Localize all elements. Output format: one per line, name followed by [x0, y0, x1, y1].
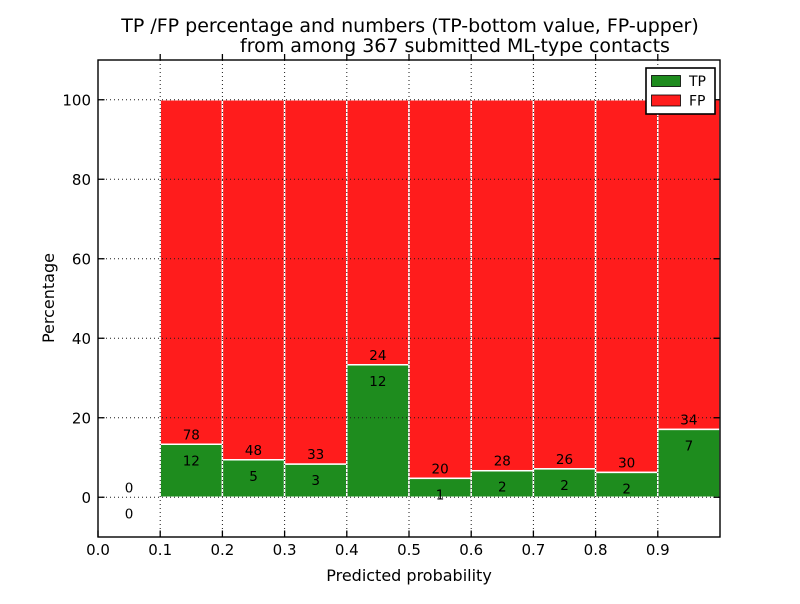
bar-fp-segment [283, 99, 348, 465]
bar-fp-segment [470, 99, 535, 472]
fp-count-label: 34 [680, 412, 697, 428]
bar-fp-segment [594, 99, 659, 474]
x-tick-label: 0.4 [335, 541, 359, 559]
fp-count-label: 0 [125, 480, 134, 496]
bar-tp-segment [532, 468, 597, 498]
x-tick-label: 0.9 [646, 541, 670, 559]
bar-tp-segment [221, 459, 286, 498]
legend-swatch-fp-icon [651, 94, 681, 107]
x-tick-label: 0.8 [584, 541, 608, 559]
y-tick-label: 60 [72, 250, 91, 268]
fp-count-label: 24 [369, 348, 386, 364]
fp-count-label: 20 [432, 461, 449, 477]
chart-title-line2: from among 367 submitted ML-type contact… [240, 35, 670, 57]
y-tick-label: 20 [72, 409, 91, 427]
tp-count-label: 2 [498, 480, 507, 496]
legend: TP FP [645, 67, 716, 115]
fp-count-label: 33 [307, 447, 324, 463]
chart-title-line1: TP /FP percentage and numbers (TP-bottom… [120, 15, 699, 37]
bar-fp-segment [532, 99, 597, 470]
tp-count-label: 2 [560, 478, 569, 494]
legend-label-tp: TP [688, 74, 706, 90]
x-tick-label: 0.1 [148, 541, 172, 559]
x-tick-label: 0.0 [86, 541, 110, 559]
bar-fp-segment [346, 99, 410, 366]
tp-count-label: 1 [436, 487, 445, 503]
x-tick-label: 0.5 [397, 541, 421, 559]
tp-count-label: 12 [369, 374, 386, 390]
bar-tp-segment [159, 443, 224, 498]
y-axis-label: Percentage [39, 253, 58, 343]
y-tick-label: 100 [62, 91, 91, 109]
fp-count-label: 26 [556, 452, 573, 468]
legend-swatch-tp-icon [651, 75, 681, 87]
fp-count-label: 78 [183, 427, 200, 443]
x-tick-label: 0.3 [273, 541, 297, 559]
fp-count-label: 28 [494, 454, 511, 470]
bar-fp-segment [159, 99, 224, 446]
y-tick-label: 0 [81, 489, 91, 507]
bar-tp-segment [283, 463, 348, 498]
y-tick-label: 80 [72, 171, 91, 189]
axes-layer [97, 54, 721, 538]
tp-count-label: 0 [125, 506, 134, 522]
fp-count-label: 48 [245, 443, 262, 459]
bar-fp-segment [657, 99, 721, 431]
x-tick-label: 0.2 [210, 541, 234, 559]
tp-count-label: 12 [183, 453, 200, 469]
y-tick-label: 40 [72, 330, 91, 348]
tp-count-label: 7 [685, 438, 694, 454]
tp-count-label: 3 [311, 473, 320, 489]
bar-fp-segment [221, 99, 286, 461]
x-tick-label: 0.6 [459, 541, 483, 559]
x-axis-label: Predicted probability [326, 566, 492, 585]
bars-layer [159, 99, 721, 499]
x-tick-label: 0.7 [521, 541, 545, 559]
tp-count-label: 2 [622, 481, 631, 497]
bar-tp-segment [346, 364, 410, 498]
fp-count-label: 30 [618, 455, 635, 471]
bar-fp-segment [408, 99, 472, 480]
tp-count-label: 5 [249, 469, 258, 485]
legend-label-fp: FP [689, 94, 706, 110]
